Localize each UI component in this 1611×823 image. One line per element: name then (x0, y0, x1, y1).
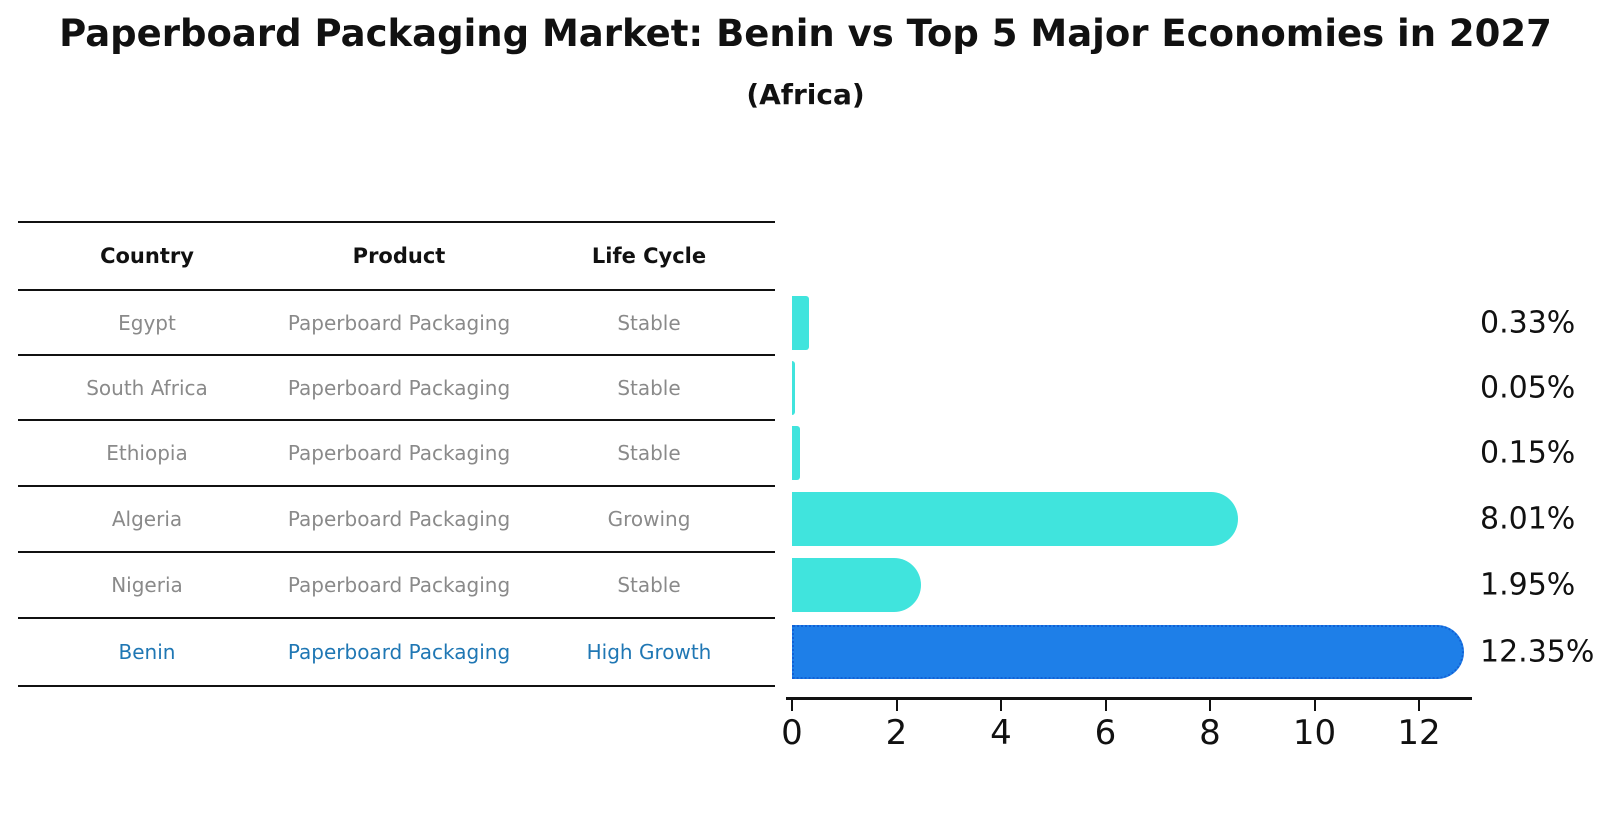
bar-algeria (792, 492, 1238, 546)
chart-subtitle: (Africa) (746, 78, 865, 111)
x-axis-tick-mark (895, 699, 898, 711)
table-rule-line (18, 221, 775, 223)
table-header-life-cycle: Life Cycle (591, 244, 707, 268)
x-axis-tick-label: 2 (885, 713, 908, 753)
cell-product: Paperboard Packaging (287, 507, 511, 531)
bar-south-africa (792, 360, 795, 415)
cell-country: Egypt (118, 310, 176, 335)
table-rule-line (18, 551, 775, 553)
table-rule-line (18, 289, 775, 291)
table-rule-line (18, 485, 775, 487)
cell-life-cycle: Stable (617, 441, 681, 465)
x-axis-tick-label: 6 (1094, 713, 1117, 753)
cell-country: Algeria (111, 507, 183, 531)
x-axis-tick-mark (1209, 699, 1211, 711)
x-axis-tick-mark (1418, 699, 1420, 711)
bar-value-label: 0.05% (1480, 370, 1576, 405)
bar-value-label: 12.35% (1480, 634, 1595, 670)
bar-benin-highlighted (792, 625, 1465, 679)
x-axis-tick-mark (1313, 699, 1316, 711)
cell-life-cycle: Stable (617, 573, 681, 597)
cell-life-cycle: Stable (617, 375, 681, 400)
x-axis-tick-label: 8 (1199, 713, 1221, 753)
cell-life-cycle: Stable (617, 310, 681, 335)
table-rule-line (18, 685, 775, 687)
cell-product: Paperboard Packaging (287, 310, 511, 335)
table-header-product: Product (352, 244, 446, 268)
x-axis-tick-label: 4 (990, 713, 1012, 753)
cell-country: Benin (118, 640, 176, 664)
table-rule-line (18, 617, 775, 619)
bar-value-label: 0.15% (1480, 435, 1576, 471)
cell-product: Paperboard Packaging (287, 441, 511, 465)
cell-country: South Africa (86, 375, 208, 400)
x-axis-tick-mark (1000, 699, 1002, 711)
table-rule-line (18, 354, 775, 356)
bar-value-label: 1.95% (1480, 567, 1576, 603)
x-axis-tick-mark (1104, 699, 1107, 711)
bar-value-label: 8.01% (1480, 501, 1576, 537)
cell-life-cycle: Growing (607, 507, 691, 531)
cell-product: Paperboard Packaging (287, 640, 511, 664)
cell-country: Ethiopia (106, 441, 188, 465)
chart-title: Paperboard Packaging Market: Benin vs To… (59, 12, 1552, 55)
cell-product: Paperboard Packaging (287, 375, 511, 400)
bar-egypt (792, 295, 810, 350)
cell-life-cycle: High Growth (586, 640, 712, 664)
cell-country: Nigeria (111, 573, 183, 597)
table-rule-line (18, 419, 775, 421)
bar-nigeria (792, 558, 921, 612)
table-header-country: Country (100, 244, 194, 268)
bar-value-label: 0.33% (1480, 305, 1576, 340)
x-axis-tick-label: 10 (1292, 713, 1337, 753)
bar-ethiopia (792, 426, 800, 480)
x-axis-tick-mark (791, 699, 793, 711)
x-axis-tick-label: 0 (781, 713, 803, 753)
x-axis-tick-label: 12 (1397, 713, 1441, 753)
cell-product: Paperboard Packaging (287, 573, 511, 597)
x-axis-spine (786, 697, 1472, 700)
